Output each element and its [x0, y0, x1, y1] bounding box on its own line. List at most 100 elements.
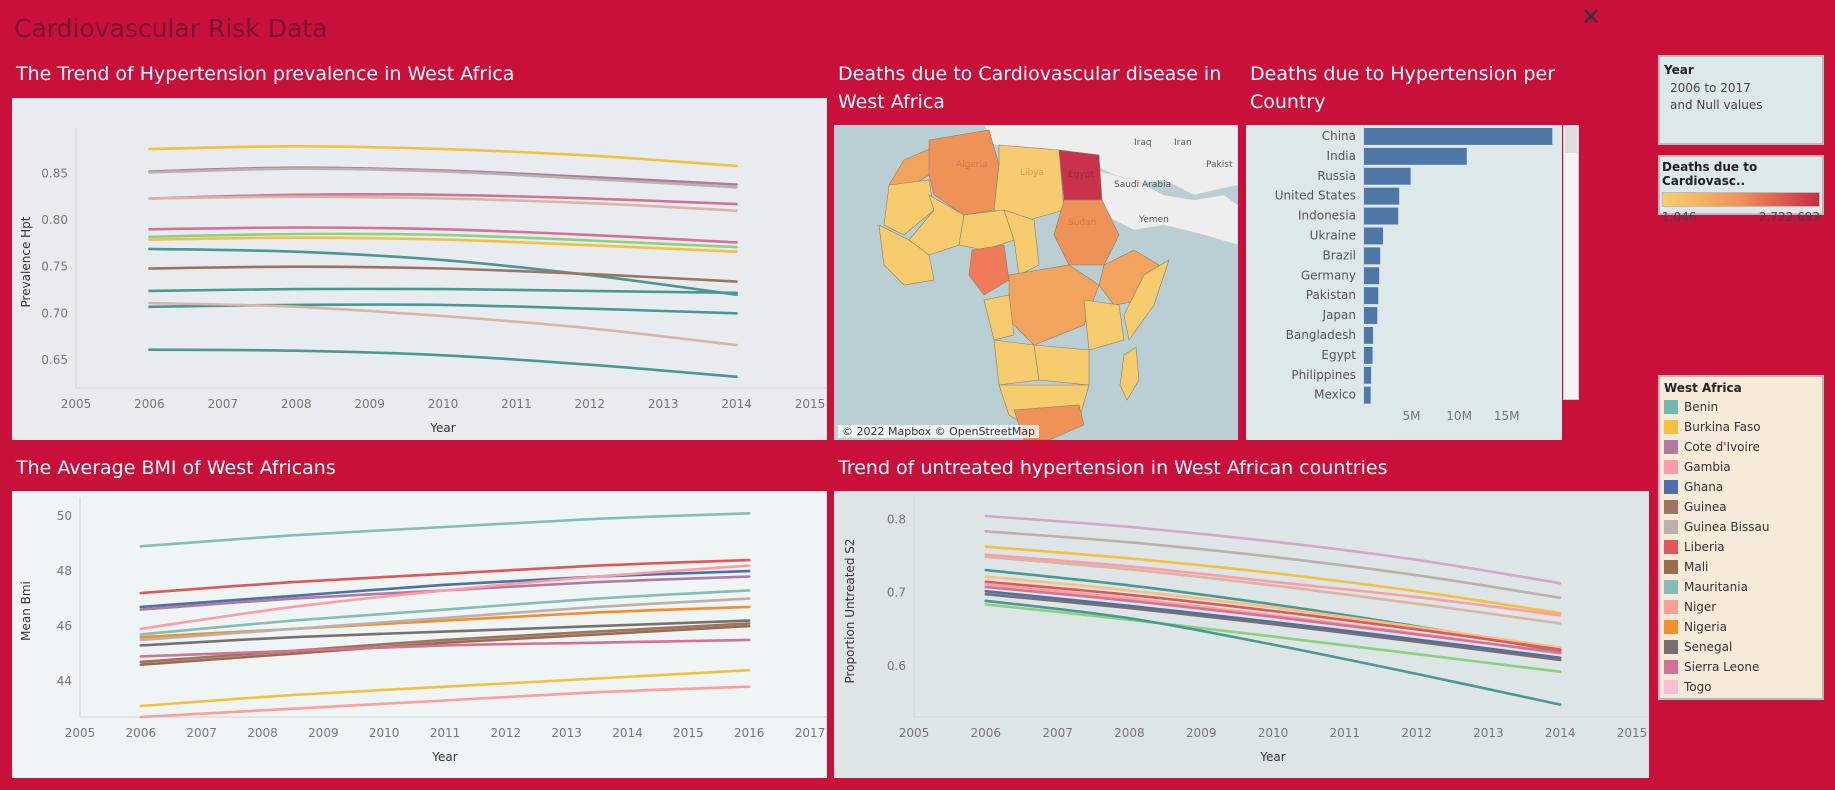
legend-item-guinea-bissau[interactable]: Guinea Bissau: [1664, 517, 1818, 537]
map-country-chad: [1003, 209, 1040, 276]
legend-label: Cote d'Ivoire: [1684, 440, 1760, 454]
series-line-8: [148, 247, 738, 296]
africa-map[interactable]: Iraq Iran Saudi Arabia Yemen Algeria Lib…: [834, 125, 1238, 440]
bar-category-label: Russia: [1317, 169, 1356, 183]
untreated-line-chart: 0.6 0.7 0.8 2005 2006 2007 2008 2009 2010 2011 201…: [843, 497, 1649, 764]
bar-category-label: India: [1327, 149, 1356, 163]
hypertension-chart-panel: 0.65 0.70 0.75 0.80 0.85 2005 2006 2007 2008 2009…: [12, 98, 827, 440]
y-tick-label: 50: [57, 509, 72, 523]
legend-item-nigeria[interactable]: Nigeria: [1664, 617, 1818, 637]
legend-label: Senegal: [1684, 640, 1733, 654]
scrollbar-thumb[interactable]: [1565, 127, 1577, 153]
x-tick-label: 2015: [1617, 726, 1648, 740]
legend-item-benin[interactable]: Benin: [1664, 397, 1818, 417]
year-filter-null[interactable]: and Null values: [1670, 98, 1763, 112]
legend-item-ghana[interactable]: Ghana: [1664, 477, 1818, 497]
series-line-0: [984, 514, 1562, 585]
legend-item-niger[interactable]: Niger: [1664, 597, 1818, 617]
series-line-8: [139, 619, 751, 647]
x-tick-label: 2007: [1042, 726, 1073, 740]
series-line-5: [148, 226, 738, 244]
legend-item-senegal[interactable]: Senegal: [1664, 637, 1818, 657]
y-axis-title: Proportion Untreated S2: [843, 538, 857, 683]
series-line-12: [984, 603, 1562, 673]
series-line-9: [148, 265, 738, 283]
legend-item-burkina-faso[interactable]: Burkina Faso: [1664, 417, 1818, 437]
cvd-color-min: 1,046: [1662, 210, 1697, 224]
cvd-color-max: 2,722,693: [1758, 210, 1820, 224]
legend-item-mauritania[interactable]: Mauritania: [1664, 577, 1818, 597]
map-country-libya: [993, 144, 1065, 221]
series-line-4: [139, 564, 751, 631]
bar-x-tick-label: 15M: [1494, 409, 1520, 423]
cvd-map-title-line2: West Africa: [838, 91, 945, 113]
bar-category-label: Ukraine: [1310, 229, 1356, 243]
plot-area: [80, 497, 827, 717]
legend-item-guinea[interactable]: Guinea: [1664, 497, 1818, 517]
series-line-9: [984, 585, 1562, 654]
x-tick-label: 2017: [795, 726, 826, 740]
y-axis-title: Prevalence Hpt: [19, 216, 33, 307]
legend-swatch: [1664, 540, 1678, 554]
cvd-map-panel[interactable]: Iraq Iran Saudi Arabia Yemen Algeria Lib…: [834, 125, 1238, 440]
series-line-2: [148, 167, 738, 189]
map-credit[interactable]: © 2022 Mapbox © OpenStreetMap: [838, 425, 1040, 438]
series-line-11: [984, 592, 1562, 662]
bar-category-label: Germany: [1301, 268, 1356, 282]
map-label-libya: Libya: [1020, 168, 1044, 178]
map-label-algeria: Algeria: [956, 160, 988, 170]
x-axis-title: Year: [431, 750, 457, 764]
series-line-13: [148, 348, 738, 379]
legend-item-liberia[interactable]: Liberia: [1664, 537, 1818, 557]
map-country-west-coast: [878, 224, 935, 286]
y-tick-label: 48: [57, 564, 72, 578]
series-line-10: [984, 590, 1562, 660]
year-filter-range[interactable]: 2006 to 2017: [1670, 81, 1751, 95]
x-tick-label: 2012: [1401, 726, 1432, 740]
bar-germany: [1364, 267, 1380, 285]
legend-item-sierra-leone[interactable]: Sierra Leone: [1664, 657, 1818, 677]
legend-item-togo[interactable]: Togo: [1664, 677, 1818, 697]
bar-category-label: Bangladesh: [1286, 328, 1356, 342]
legend-item-gambia[interactable]: Gambia: [1664, 457, 1818, 477]
year-filter-card[interactable]: Year 2006 to 2017 and Null values: [1658, 55, 1824, 145]
legend-item-cote-d-ivoire[interactable]: Cote d'Ivoire: [1664, 437, 1818, 457]
legend-label: Mali: [1684, 560, 1709, 574]
x-tick-label: 2015: [795, 397, 826, 411]
map-country-nigeria: [968, 244, 1010, 296]
series-line-2: [984, 545, 1562, 615]
bar-category-label: Indonesia: [1298, 209, 1356, 223]
y-tick-label: 0.80: [41, 213, 68, 227]
bmi-chart-panel: 44 46 48 50 2005 2006 2007 2008 2009 2010 2011 2012…: [12, 491, 827, 778]
close-icon[interactable]: ✕: [1580, 3, 1602, 31]
hpt-deaths-scrollbar[interactable]: [1563, 125, 1579, 400]
map-country-algeria: [928, 129, 1000, 216]
x-tick-label: 2014: [1545, 726, 1576, 740]
x-tick-label: 2011: [1330, 726, 1361, 740]
map-label-saudi-arabia: Saudi Arabia: [1114, 180, 1171, 190]
x-tick-label: 2008: [281, 397, 312, 411]
hpt-deaths-panel: China India Russia United States Indonesia Uk…: [1246, 125, 1562, 440]
x-tick-label: 2009: [354, 397, 385, 411]
series-line-0: [139, 511, 751, 548]
map-country-mauritania: [883, 179, 935, 236]
hypertension-chart-title: The Trend of Hypertension prevalence in …: [16, 63, 515, 85]
x-tick-label: 2006: [971, 726, 1002, 740]
series-line-10: [148, 287, 738, 295]
x-tick-label: 2014: [612, 726, 643, 740]
bar-category-label: United States: [1275, 189, 1356, 203]
legend-swatch: [1664, 480, 1678, 494]
series-line-5: [139, 589, 751, 636]
legend-swatch: [1664, 420, 1678, 434]
series-line-9: [139, 622, 751, 664]
hpt-deaths-title-line1: Deaths due to Hypertension per: [1250, 63, 1556, 85]
plot-area: [914, 497, 1649, 717]
series-line-2: [139, 569, 751, 609]
x-axis-title: Year: [429, 421, 455, 435]
series-line-1: [139, 558, 751, 595]
legend-swatch: [1664, 560, 1678, 574]
x-tick-label: 2011: [430, 726, 461, 740]
legend-label: Burkina Faso: [1684, 420, 1761, 434]
legend-swatch: [1664, 440, 1678, 454]
legend-item-mali[interactable]: Mali: [1664, 557, 1818, 577]
